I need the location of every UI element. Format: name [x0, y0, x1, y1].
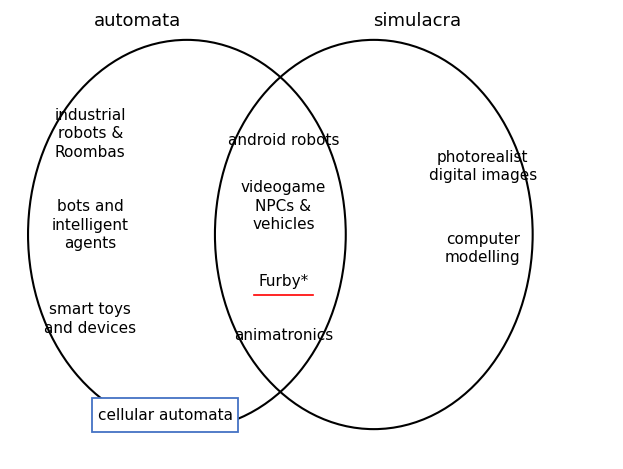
Text: animatronics: animatronics	[234, 328, 333, 343]
Text: automata: automata	[93, 12, 181, 30]
Text: videogame
NPCs &
vehicles: videogame NPCs & vehicles	[240, 180, 326, 233]
FancyBboxPatch shape	[92, 398, 238, 432]
Text: computer
modelling: computer modelling	[445, 232, 521, 265]
Text: simulacra: simulacra	[373, 12, 462, 30]
Text: bots and
intelligent
agents: bots and intelligent agents	[52, 199, 129, 251]
Text: industrial
robots &
Roombas: industrial robots & Roombas	[55, 107, 126, 160]
Text: cellular automata: cellular automata	[98, 408, 232, 423]
Text: android robots: android robots	[228, 133, 339, 148]
Text: photorealist
digital images: photorealist digital images	[429, 150, 537, 183]
Text: Furby*: Furby*	[259, 274, 308, 289]
Text: smart toys
and devices: smart toys and devices	[44, 302, 136, 336]
